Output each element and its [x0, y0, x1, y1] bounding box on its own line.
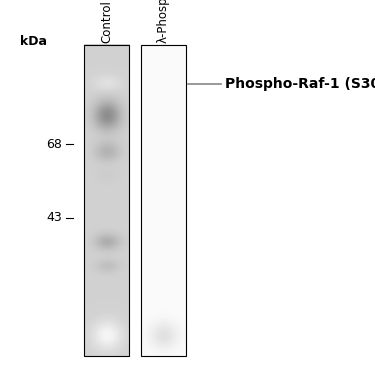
Bar: [141, 45, 186, 356]
Text: 43: 43: [46, 211, 62, 224]
Text: 68: 68: [46, 138, 62, 151]
Text: Control: Control: [100, 0, 113, 43]
Bar: [84, 45, 129, 356]
Text: Phospho-Raf-1 (S301): Phospho-Raf-1 (S301): [225, 77, 375, 92]
Text: λ-Phosphatase: λ-Phosphatase: [157, 0, 170, 43]
Text: kDa: kDa: [20, 35, 47, 48]
